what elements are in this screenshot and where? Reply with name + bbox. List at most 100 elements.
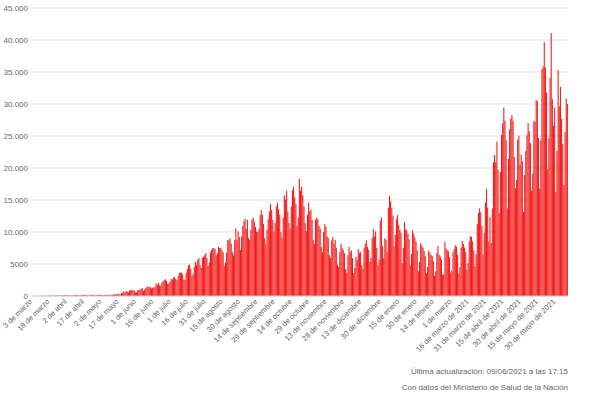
bar xyxy=(476,254,477,296)
bar xyxy=(506,140,507,296)
bar xyxy=(540,140,541,296)
bar xyxy=(178,276,179,296)
bar xyxy=(565,132,566,296)
bar xyxy=(547,169,548,296)
bar xyxy=(361,265,362,296)
bar xyxy=(196,265,197,296)
bar xyxy=(537,101,538,296)
bar xyxy=(293,187,294,296)
bar xyxy=(443,274,444,296)
bar xyxy=(335,240,336,296)
bar xyxy=(366,240,367,296)
bar xyxy=(306,231,307,296)
bar xyxy=(221,250,222,296)
bar xyxy=(472,241,473,296)
bar xyxy=(346,273,347,296)
bar xyxy=(225,262,226,296)
bar xyxy=(543,66,544,296)
bar xyxy=(441,260,442,296)
bar xyxy=(389,196,390,296)
bar xyxy=(567,104,568,296)
bar xyxy=(409,239,410,296)
bar xyxy=(307,215,308,296)
bar xyxy=(268,219,269,296)
bar xyxy=(370,258,371,296)
bar xyxy=(388,208,389,296)
bar xyxy=(392,216,393,296)
bar xyxy=(556,151,557,296)
bar xyxy=(188,265,189,296)
bar xyxy=(433,261,434,296)
grid-line xyxy=(32,72,568,73)
bar xyxy=(541,69,542,296)
bar xyxy=(377,265,378,296)
bar xyxy=(418,271,419,296)
bar xyxy=(183,279,184,296)
bar xyxy=(236,240,237,296)
bar xyxy=(182,275,183,296)
bar xyxy=(166,281,167,296)
bar xyxy=(219,248,220,296)
bar xyxy=(330,258,331,296)
bar xyxy=(189,265,190,296)
bar xyxy=(553,126,554,296)
y-tick-label: 35.000 xyxy=(4,68,29,77)
bar xyxy=(313,240,314,296)
bar xyxy=(317,219,318,296)
bar xyxy=(502,123,503,296)
bar xyxy=(176,280,177,296)
bar xyxy=(345,269,346,296)
bar xyxy=(167,284,168,296)
bar xyxy=(301,187,302,296)
y-tick-label: 20.000 xyxy=(4,164,29,173)
bar xyxy=(327,236,328,296)
grid-line xyxy=(32,40,568,41)
bar xyxy=(435,271,436,296)
bar xyxy=(504,121,505,296)
bar xyxy=(208,266,209,296)
bar xyxy=(563,185,564,296)
bar xyxy=(303,206,304,296)
bar xyxy=(273,231,274,296)
grid-line xyxy=(32,136,568,137)
bar xyxy=(536,100,537,296)
bar xyxy=(448,251,449,296)
bar xyxy=(407,234,408,296)
bar xyxy=(217,253,218,296)
bar xyxy=(332,237,333,296)
bar xyxy=(312,220,313,296)
bar xyxy=(314,244,315,296)
bar xyxy=(339,252,340,296)
bar xyxy=(524,175,525,296)
bar xyxy=(126,291,127,296)
bar xyxy=(233,255,234,296)
bar xyxy=(401,233,402,296)
bar xyxy=(145,288,146,296)
bar xyxy=(204,255,205,296)
bar xyxy=(488,242,489,296)
bar xyxy=(156,283,157,296)
bar xyxy=(381,218,382,296)
bar xyxy=(391,207,392,296)
bar xyxy=(529,131,530,296)
bar xyxy=(519,165,520,296)
y-tick-label: 10.000 xyxy=(4,228,29,237)
x-tick-label: 30 de mayo de 2021 xyxy=(503,297,558,352)
bar xyxy=(328,238,329,296)
bar xyxy=(526,135,527,296)
x-axis: 3 de marzo18 de marzo2 de abril17 de abr… xyxy=(1,297,557,354)
bar xyxy=(235,228,236,296)
bar xyxy=(412,230,413,296)
bar xyxy=(358,249,359,296)
bar xyxy=(137,290,138,296)
bar xyxy=(318,226,319,296)
bar xyxy=(265,244,266,296)
bar xyxy=(133,291,134,296)
bar xyxy=(513,121,514,296)
bar xyxy=(410,265,411,296)
bar xyxy=(295,204,296,296)
bar xyxy=(254,221,255,296)
bar xyxy=(533,121,534,296)
bar xyxy=(282,238,283,296)
bar xyxy=(359,253,360,296)
